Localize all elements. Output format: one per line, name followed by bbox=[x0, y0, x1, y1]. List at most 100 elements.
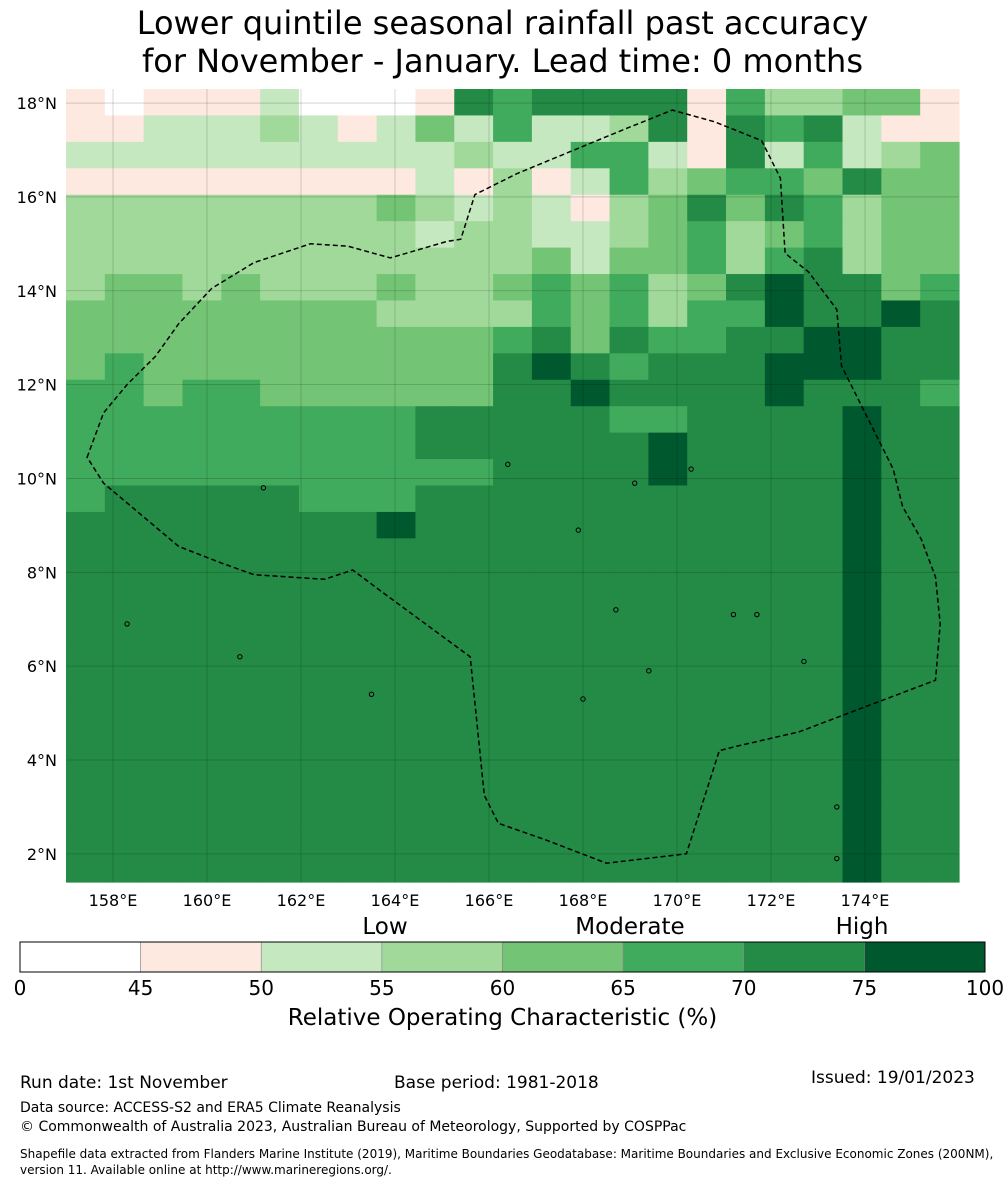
grid-cell bbox=[143, 274, 184, 302]
grid-cell bbox=[454, 326, 494, 354]
grid-cell bbox=[182, 247, 222, 275]
grid-cell bbox=[493, 406, 533, 434]
grid-cell bbox=[764, 538, 805, 566]
grid-cell bbox=[687, 89, 727, 117]
grid-cell bbox=[182, 141, 222, 169]
grid-cell bbox=[454, 274, 494, 302]
grid-cell bbox=[726, 89, 766, 117]
grid-cell bbox=[803, 776, 844, 804]
grid-cell bbox=[260, 829, 300, 857]
grid-cell bbox=[376, 141, 417, 169]
grid-cell bbox=[493, 855, 533, 883]
grid-cell bbox=[687, 247, 727, 275]
grid-cell bbox=[920, 855, 960, 883]
grid-cell bbox=[609, 696, 649, 724]
grid-cell bbox=[881, 855, 921, 883]
grid-cell bbox=[803, 406, 844, 434]
grid-cell bbox=[104, 432, 145, 460]
grid-cell bbox=[376, 538, 417, 566]
grid-cell bbox=[337, 644, 378, 672]
grid-cell bbox=[687, 776, 727, 804]
grid-cell bbox=[337, 696, 378, 724]
colorbar-swatch bbox=[864, 941, 986, 973]
grid-cell bbox=[920, 221, 960, 249]
grid-cell bbox=[298, 168, 339, 196]
grid-cell bbox=[376, 432, 417, 460]
forecast-map: 158°E 160°E 162°E 164°E 166°E 168°E 170°E 172°E… bbox=[14, 89, 1004, 1000]
grid-cell bbox=[920, 723, 960, 751]
grid-cell bbox=[687, 300, 727, 328]
grid-cell bbox=[609, 353, 649, 381]
grid-cell bbox=[298, 511, 339, 539]
grid-cell bbox=[570, 247, 611, 275]
grid-cell bbox=[260, 723, 300, 751]
grid-cell bbox=[143, 432, 184, 460]
colorbar-tick-label: 75 bbox=[852, 976, 877, 1000]
grid-cell bbox=[337, 511, 378, 539]
grid-cell bbox=[454, 89, 494, 117]
grid-cell bbox=[337, 379, 378, 407]
grid-cell bbox=[337, 591, 378, 619]
grid-cell bbox=[143, 696, 184, 724]
grid-cell bbox=[493, 300, 533, 328]
grid-cell bbox=[609, 485, 649, 513]
grid-cell bbox=[687, 168, 727, 196]
grid-cell bbox=[570, 670, 611, 698]
grid-cell bbox=[143, 591, 184, 619]
grid-cell bbox=[609, 802, 649, 830]
grid-cell bbox=[842, 432, 882, 460]
grid-cell bbox=[66, 670, 106, 698]
grid-cell bbox=[726, 829, 766, 857]
grid-cell bbox=[764, 168, 805, 196]
grid-cell bbox=[104, 696, 145, 724]
grid-cell bbox=[881, 696, 921, 724]
grid-cell bbox=[881, 511, 921, 539]
grid-cell bbox=[376, 300, 417, 328]
grid-cell bbox=[143, 115, 184, 143]
grid-cell bbox=[609, 749, 649, 777]
grid-cell bbox=[648, 221, 688, 249]
grid-cell bbox=[104, 274, 145, 302]
grid-cell bbox=[337, 274, 378, 302]
grid-cell bbox=[881, 432, 921, 460]
grid-cell bbox=[260, 696, 300, 724]
grid-cell bbox=[570, 141, 611, 169]
grid-cell bbox=[570, 749, 611, 777]
grid-cell bbox=[376, 511, 417, 539]
grid-cell bbox=[182, 591, 222, 619]
longitude-tick-label: 168°E bbox=[559, 891, 608, 910]
grid-cell bbox=[803, 644, 844, 672]
longitude-tick-label: 160°E bbox=[183, 891, 232, 910]
grid-cell bbox=[104, 353, 145, 381]
grid-cell bbox=[764, 776, 805, 804]
grid-cell bbox=[493, 115, 533, 143]
category-high: High bbox=[835, 914, 889, 940]
grid-cell bbox=[376, 776, 417, 804]
grid-cell bbox=[687, 406, 727, 434]
grid-cell bbox=[687, 670, 727, 698]
grid-cell bbox=[570, 274, 611, 302]
grid-cell bbox=[415, 485, 455, 513]
grid-cell bbox=[570, 379, 611, 407]
grid-cell bbox=[764, 274, 805, 302]
grid-cell bbox=[493, 591, 533, 619]
grid-cell bbox=[182, 802, 222, 830]
grid-cell bbox=[221, 591, 261, 619]
grid-cell bbox=[221, 459, 261, 487]
grid-cell bbox=[531, 617, 572, 645]
grid-cell bbox=[881, 221, 921, 249]
grid-cell bbox=[182, 696, 222, 724]
grid-cell bbox=[337, 221, 378, 249]
run-date: Run date: 1st November bbox=[20, 1073, 228, 1093]
island-outline bbox=[754, 611, 760, 618]
longitude-tick-label: 164°E bbox=[371, 891, 420, 910]
grid-cell bbox=[66, 696, 106, 724]
grid-cell bbox=[687, 141, 727, 169]
grid-cell bbox=[221, 326, 261, 354]
latitude-tick-label: 10°N bbox=[17, 469, 57, 488]
longitude-tick-label: 170°E bbox=[653, 891, 702, 910]
colorbar-tick-label: 70 bbox=[731, 976, 756, 1000]
grid-cell bbox=[648, 776, 688, 804]
grid-cell bbox=[920, 89, 960, 117]
grid-cell bbox=[842, 723, 882, 751]
